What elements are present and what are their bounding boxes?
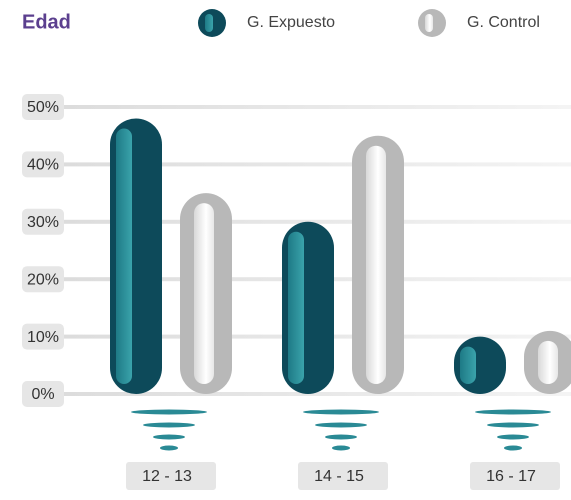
grid-line: [64, 162, 571, 167]
funnel-decor: [153, 434, 185, 440]
funnel-decor: [487, 422, 539, 428]
legend-label: G. Control: [467, 14, 540, 31]
category-box: [470, 462, 560, 490]
legend-icon-highlight: [425, 14, 433, 32]
y-tick-label: 30%: [27, 214, 59, 231]
x-tick-label: 16 - 17: [486, 468, 536, 485]
funnel-decor: [475, 409, 551, 415]
category-box: [298, 462, 388, 490]
chart-title: Edad: [22, 11, 71, 33]
legend-label: G. Expuesto: [247, 14, 335, 31]
funnel-decor: [160, 445, 178, 451]
bar-highlight: [538, 340, 558, 384]
y-tick-label: 0%: [31, 386, 54, 403]
funnel-decor: [303, 409, 379, 415]
tick-box: [22, 381, 64, 407]
y-tick-label: 20%: [27, 271, 59, 288]
bar-highlight: [460, 346, 476, 384]
grid-line: [64, 219, 571, 224]
x-tick-label: 12 - 13: [142, 468, 192, 485]
bar-highlight: [288, 231, 304, 384]
y-tick-label: 50%: [27, 99, 59, 116]
funnel-decor: [131, 409, 207, 415]
y-tick-label: 40%: [27, 157, 59, 174]
funnel-decor: [143, 422, 195, 428]
bar-highlight: [366, 145, 386, 384]
tick-box: [22, 94, 64, 120]
tick-box: [22, 151, 64, 178]
category-box: [126, 462, 216, 490]
y-tick-label: 10%: [27, 329, 59, 346]
tick-box: [22, 266, 64, 293]
grid-line: [64, 392, 571, 396]
tick-box: [22, 208, 64, 235]
bar-highlight: [194, 203, 214, 384]
bar-highlight: [116, 128, 132, 384]
funnel-decor: [325, 434, 357, 440]
tick-box: [22, 323, 64, 350]
funnel-decor: [332, 445, 350, 451]
x-tick-label: 14 - 15: [314, 468, 364, 485]
funnel-decor: [504, 445, 522, 451]
grid-line: [64, 105, 571, 109]
legend-icon-highlight: [205, 14, 213, 32]
funnel-decor: [315, 422, 367, 428]
funnel-decor: [497, 434, 529, 440]
